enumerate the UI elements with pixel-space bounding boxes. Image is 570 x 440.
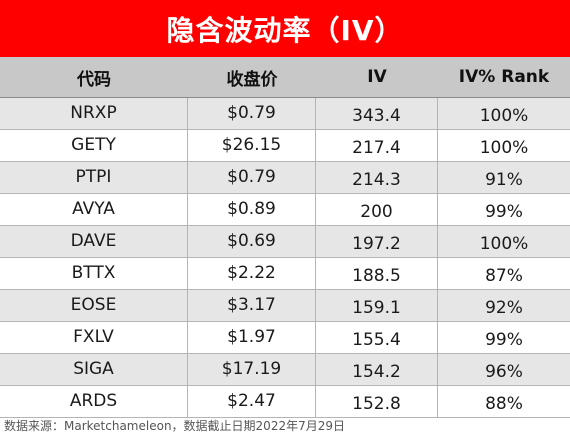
close-price-cell: $0.79 <box>188 98 316 129</box>
table-row: NRXP $0.79 343.4 100% <box>0 98 570 130</box>
table-row: DAVE $0.69 197.2 100% <box>0 226 570 258</box>
close-price-cell: $26.15 <box>188 130 316 161</box>
close-price-cell: $3.17 <box>188 290 316 321</box>
close-price-cell: $2.47 <box>188 386 316 417</box>
iv-rank-cell: 88% <box>485 394 523 414</box>
table-header-row: 代码 收盘价 IV IV% Rank <box>0 57 570 98</box>
iv-cell: 197.2 <box>316 226 438 257</box>
header-close-price: 收盘价 <box>226 69 278 90</box>
iv-cell: 343.4 <box>316 98 438 129</box>
iv-rank-cell: 99% <box>485 202 523 222</box>
header-ticker: 代码 <box>77 69 111 90</box>
header-iv: IV <box>367 67 387 87</box>
close-price-cell: $0.69 <box>188 226 316 257</box>
close-price-cell: $2.22 <box>188 258 316 289</box>
data-source-note: 数据来源：Marketchameleon，数据截止日期2022年7月29日 <box>4 419 345 433</box>
iv-cell: 200 <box>316 194 438 225</box>
ticker-cell: ARDS <box>0 386 188 417</box>
iv-rank-cell: 100% <box>479 234 529 254</box>
iv-rank-cell: 92% <box>485 298 523 318</box>
table-row: FXLV $1.97 155.4 99% <box>0 322 570 354</box>
table-row: PTPI $0.79 214.3 91% <box>0 162 570 194</box>
table-row: SIGA $17.19 154.2 96% <box>0 354 570 386</box>
table-body: NRXP $0.79 343.4 100% GETY $26.15 217.4 100% PTP… <box>0 98 570 418</box>
ticker-cell: SIGA <box>0 354 188 385</box>
ticker-cell: BTTX <box>0 258 188 289</box>
ticker-cell: PTPI <box>0 162 188 193</box>
ticker-cell: DAVE <box>0 226 188 257</box>
iv-cell: 188.5 <box>316 258 438 289</box>
iv-rank-cell: 87% <box>485 266 523 286</box>
table-row: GETY $26.15 217.4 100% <box>0 130 570 162</box>
table-title: 隐含波动率（IV） <box>0 0 570 57</box>
iv-rank-cell: 99% <box>485 330 523 350</box>
table-row: ARDS $2.47 152.8 88% <box>0 386 570 418</box>
ticker-cell: GETY <box>0 130 188 161</box>
iv-cell: 152.8 <box>316 386 438 417</box>
table-row: EOSE $3.17 159.1 92% <box>0 290 570 322</box>
iv-rank-cell: 91% <box>485 170 523 190</box>
header-iv-rank: IV% Rank <box>458 67 550 87</box>
iv-cell: 155.4 <box>316 322 438 353</box>
iv-rank-cell: 100% <box>479 138 529 158</box>
ticker-cell: FXLV <box>0 322 188 353</box>
ticker-cell: EOSE <box>0 290 188 321</box>
close-price-cell: $1.97 <box>188 322 316 353</box>
close-price-cell: $0.89 <box>188 194 316 225</box>
ticker-cell: AVYA <box>0 194 188 225</box>
iv-cell: 159.1 <box>316 290 438 321</box>
iv-cell: 154.2 <box>316 354 438 385</box>
ticker-cell: NRXP <box>0 98 188 129</box>
table-row: AVYA $0.89 200 99% <box>0 194 570 226</box>
iv-cell: 214.3 <box>316 162 438 193</box>
close-price-cell: $17.19 <box>188 354 316 385</box>
close-price-cell: $0.79 <box>188 162 316 193</box>
iv-rank-cell: 96% <box>485 362 523 382</box>
table-row: BTTX $2.22 188.5 87% <box>0 258 570 290</box>
iv-cell: 217.4 <box>316 130 438 161</box>
iv-rank-cell: 100% <box>479 106 529 126</box>
